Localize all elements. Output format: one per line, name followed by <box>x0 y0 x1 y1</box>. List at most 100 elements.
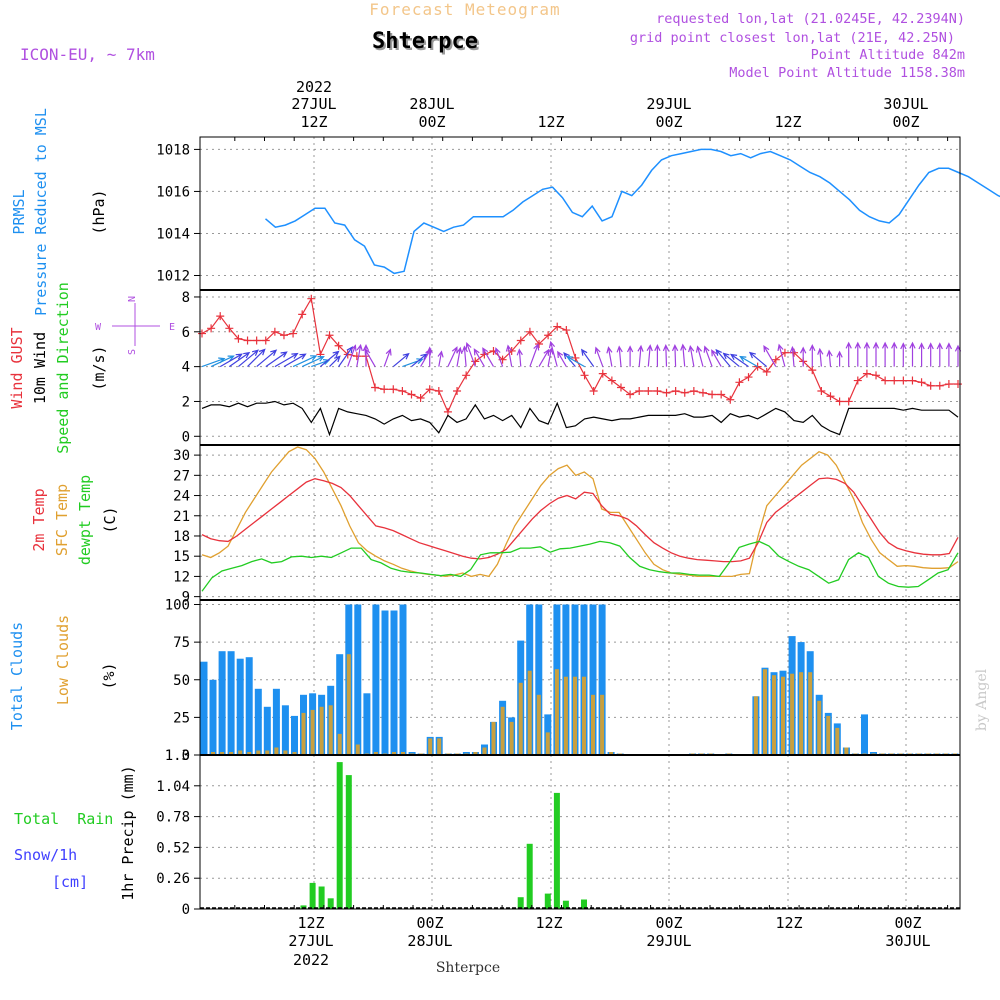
y-tick-label: 0.78 <box>156 810 190 826</box>
gust-point <box>607 376 616 385</box>
gust-point <box>890 376 899 385</box>
total-cloud-bar <box>354 604 362 755</box>
gust-point <box>252 336 261 345</box>
wind-direction-arrow <box>292 355 318 368</box>
total-clouds-label: Total Clouds <box>8 622 26 730</box>
low-cloud-bar <box>835 727 840 755</box>
bottom-time-label: 12Z <box>297 914 324 932</box>
temp-2m-label: 2m Temp <box>30 488 48 551</box>
low-cloud-bar <box>817 700 822 755</box>
total-cloud-bar <box>263 706 271 755</box>
panel-frames: 1012101410161018024689121518212427300255… <box>156 136 961 918</box>
gust-point <box>598 369 607 378</box>
low-cloud-bar <box>790 673 795 755</box>
wind-direction-arrow <box>945 342 953 367</box>
total-cloud-bar <box>236 658 244 755</box>
wind-direction-arrow <box>918 342 925 367</box>
y-tick-label: 25 <box>173 710 190 726</box>
top-date-label: 27JUL <box>291 95 336 113</box>
wind-direction-arrow <box>548 340 558 367</box>
gust-point <box>580 371 589 380</box>
gust-point <box>416 393 425 402</box>
gust-point <box>462 371 471 380</box>
y-tick-label: 1018 <box>156 142 190 158</box>
y-tick-label: 1.3 <box>165 748 190 764</box>
wind-direction-arrow <box>338 346 353 367</box>
gust-point <box>662 388 671 397</box>
wind-direction-arrow <box>927 342 934 367</box>
wind-direction-arrow <box>473 348 485 367</box>
rain-bar <box>544 893 551 909</box>
wind-direction-arrow <box>900 342 907 367</box>
total-cloud-bar <box>281 705 289 755</box>
bottom-time-label: 00Z <box>655 914 682 932</box>
y-tick-label: 0 <box>182 902 190 918</box>
low-cloud-bar <box>346 654 351 755</box>
y-tick-label: 0 <box>182 748 190 764</box>
gust-point <box>352 352 361 361</box>
compass-w: W <box>95 322 102 333</box>
gust-point <box>844 397 853 406</box>
gust-point <box>881 376 890 385</box>
wind-direction-arrow <box>594 346 604 367</box>
gust-point <box>708 390 717 399</box>
wind-10m-label: 10m Wind <box>31 332 49 404</box>
gust-point <box>753 362 762 371</box>
gust-point <box>680 388 689 397</box>
low-cloud-bar <box>373 752 378 755</box>
wind-direction-arrow <box>465 341 476 367</box>
gust-point <box>571 353 580 362</box>
gust-point <box>407 390 416 399</box>
pressure-line <box>265 148 1000 275</box>
low-cloud-bar <box>545 732 550 755</box>
gust-point <box>243 336 252 345</box>
y-tick-label: 27 <box>173 468 190 484</box>
total-rain-label: Total Rain <box>14 810 113 828</box>
wind-speed-dir-label: Speed and Direction <box>54 282 72 454</box>
gust-point <box>935 381 944 390</box>
low-cloud-bar <box>763 669 767 755</box>
wind-direction-arrow <box>456 346 463 367</box>
gust-point <box>835 397 844 406</box>
top-time-label: 12Z <box>774 113 801 131</box>
top-date-label: 28JUL <box>409 95 454 113</box>
gust-point <box>653 387 662 396</box>
total-cloud-bar <box>245 657 253 755</box>
low-cloud-bar <box>808 672 813 755</box>
rain-bar <box>309 882 316 909</box>
gust-point <box>516 336 525 345</box>
low-cloud-bar <box>799 672 804 755</box>
y-tick-label: 21 <box>173 509 190 525</box>
gust-point <box>808 366 817 375</box>
gust-point <box>279 331 288 340</box>
gust-point <box>261 336 270 345</box>
top-year-label: 2022 <box>296 78 332 96</box>
top-time-axis: 2022 27JUL 12Z 28JUL 00Z 12Z 29JUL 00Z 1… <box>291 78 928 131</box>
gust-point <box>562 326 571 335</box>
low-cloud-bar <box>283 750 288 755</box>
wind-direction-arrow <box>695 345 704 367</box>
gust-point <box>917 378 926 387</box>
y-tick-label: 75 <box>173 635 190 651</box>
wind-direction-arrow <box>739 355 758 368</box>
low-cloud-bar <box>274 747 279 755</box>
bottom-date-label: 27JUL <box>288 932 333 950</box>
gust-point <box>225 324 234 333</box>
gust-point <box>443 407 452 416</box>
top-time-label: 12Z <box>537 113 564 131</box>
wind-direction-arrow <box>228 351 251 368</box>
low-cloud-bar <box>292 752 297 755</box>
rain-bar <box>581 899 587 909</box>
low-cloud-bar <box>753 696 758 755</box>
y-tick-label: 9 <box>182 590 190 606</box>
gust-point <box>207 324 216 333</box>
wind-direction-arrow <box>265 351 288 368</box>
pressure-label: Pressure Reduced to MSL <box>32 108 50 316</box>
wind-direction-arrow <box>722 352 740 368</box>
wind-direction-arrow <box>646 344 653 367</box>
wind-direction-arrow <box>881 341 889 367</box>
low-cloud-bar <box>509 721 514 755</box>
low-cloud-bar <box>781 676 785 755</box>
total-cloud-bar <box>336 654 344 755</box>
wind-direction-arrow <box>777 343 786 367</box>
